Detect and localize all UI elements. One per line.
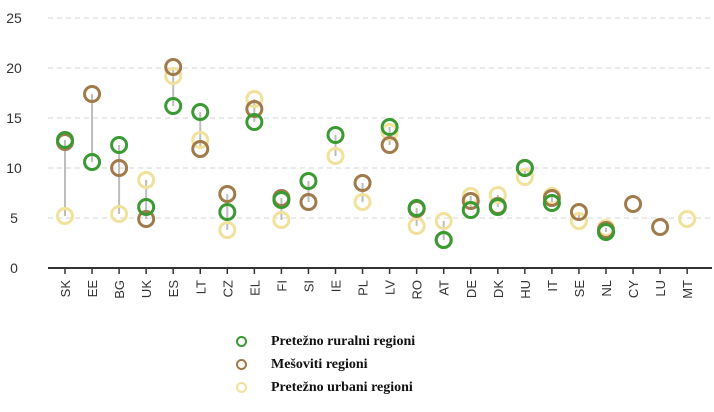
- marker-rural-EE: [83, 153, 102, 171]
- legend-marker-mixed: [236, 359, 247, 370]
- x-tick-label-LV: LV: [383, 280, 398, 295]
- x-tick-label-NL: NL: [599, 280, 614, 297]
- marker-mixed-SI: [299, 193, 318, 211]
- legend-marker-rural: [236, 336, 247, 347]
- x-tick-label-FI: FI: [274, 280, 289, 292]
- marker-mixed-LU: [651, 218, 670, 236]
- marker-mixed-DE: [461, 192, 480, 210]
- marker-rural-EL: [245, 113, 264, 131]
- x-tick-label-AT: AT: [437, 280, 452, 296]
- marker-mixed-PL: [353, 174, 372, 192]
- marker-mixed-UK: [137, 210, 156, 228]
- y-tick-label-15: 15: [6, 110, 22, 126]
- y-tick-label-5: 5: [10, 210, 18, 226]
- y-tick-label-25: 25: [6, 10, 22, 26]
- x-tick-label-CZ: CZ: [220, 280, 235, 297]
- x-tick-label-DK: DK: [491, 280, 506, 298]
- marker-urban-SE: [569, 212, 588, 230]
- marker-mixed-IT: [542, 189, 561, 207]
- x-tick-label-HU: HU: [518, 280, 533, 299]
- x-tick-label-SE: SE: [572, 280, 587, 298]
- marker-mixed-EL: [245, 100, 264, 118]
- marker-rural-LT: [191, 103, 210, 121]
- x-tick-label-IT: IT: [545, 280, 560, 292]
- marker-mixed-LT: [191, 140, 210, 158]
- x-tick-label-IE: IE: [329, 280, 344, 293]
- marker-rural-DE: [461, 201, 480, 219]
- marker-urban-UK: [137, 171, 156, 189]
- marker-rural-SI: [299, 172, 318, 190]
- y-tick-label-20: 20: [6, 60, 22, 76]
- marker-rural-HU: [515, 159, 534, 177]
- y-tick-label-0: 0: [10, 260, 18, 276]
- marker-rural-RO: [407, 199, 426, 217]
- marker-urban-PL: [353, 193, 372, 211]
- x-tick-label-EL: EL: [247, 280, 262, 296]
- x-tick-label-CY: CY: [626, 280, 641, 298]
- marker-mixed-LV: [380, 136, 399, 154]
- x-tick-label-SI: SI: [301, 280, 316, 292]
- legend-label-urban: Pretežno urbani regioni: [271, 379, 413, 395]
- legend-item-urban: Pretežno urbani regioni: [236, 376, 556, 399]
- marker-rural-SK: [56, 131, 74, 149]
- x-tick-label-LT: LT: [193, 280, 208, 294]
- legend-marker-urban: [236, 382, 247, 393]
- x-tick-label-LU: LU: [653, 280, 668, 297]
- marker-rural-DK: [488, 198, 507, 216]
- marker-rural-ES: [164, 97, 183, 115]
- marker-urban-SK: [56, 207, 74, 225]
- marker-urban-IE: [326, 147, 345, 165]
- marker-urban-LV: [380, 123, 399, 141]
- x-tick-label-RO: RO: [410, 280, 425, 300]
- marker-mixed-BG: [110, 159, 129, 177]
- marker-rural-BG: [110, 136, 129, 154]
- legend: Pretežno ruralni regioni Mešoviti region…: [236, 330, 556, 399]
- marker-urban-AT: [434, 212, 453, 230]
- legend-label-rural: Pretežno ruralni regioni: [271, 333, 416, 349]
- marker-rural-LV: [380, 118, 399, 136]
- marker-urban-RO: [407, 217, 426, 235]
- x-tick-label-PL: PL: [356, 280, 371, 296]
- marker-rural-IE: [326, 126, 345, 144]
- marker-urban-MT: [678, 210, 697, 228]
- y-tick-label-10: 10: [6, 160, 22, 176]
- x-tick-label-EE: EE: [85, 280, 100, 298]
- marker-mixed-SE: [569, 203, 588, 221]
- marker-urban-LT: [191, 131, 210, 149]
- marker-urban-EL: [245, 90, 264, 108]
- marker-mixed-CZ: [218, 185, 237, 203]
- legend-item-mixed: Mešoviti regioni: [236, 353, 556, 376]
- x-tick-label-ES: ES: [166, 280, 181, 298]
- x-tick-label-BG: BG: [112, 280, 127, 299]
- x-tick-label-DE: DE: [464, 280, 479, 298]
- marker-mixed-EE: [83, 85, 102, 103]
- marker-rural-IT: [542, 194, 561, 212]
- marker-mixed-CY: [624, 195, 643, 213]
- x-tick-label-MT: MT: [680, 280, 695, 299]
- marker-urban-ES: [164, 67, 183, 85]
- marker-urban-DK: [488, 186, 507, 204]
- legend-item-rural: Pretežno ruralni regioni: [236, 330, 556, 353]
- x-tick-label-UK: UK: [139, 280, 154, 298]
- marker-rural-CZ: [218, 203, 237, 221]
- marker-urban-HU: [515, 168, 534, 186]
- marker-urban-CZ: [218, 221, 237, 239]
- marker-mixed-ES: [164, 58, 183, 76]
- marker-urban-BG: [110, 205, 129, 223]
- marker-rural-AT: [434, 231, 453, 249]
- marker-rural-UK: [137, 198, 156, 216]
- marker-urban-FI: [272, 211, 291, 229]
- marker-rural-NL: [597, 223, 615, 241]
- legend-label-mixed: Mešoviti regioni: [271, 356, 368, 372]
- marker-rural-FI: [272, 191, 291, 209]
- x-tick-label-SK: SK: [58, 280, 73, 298]
